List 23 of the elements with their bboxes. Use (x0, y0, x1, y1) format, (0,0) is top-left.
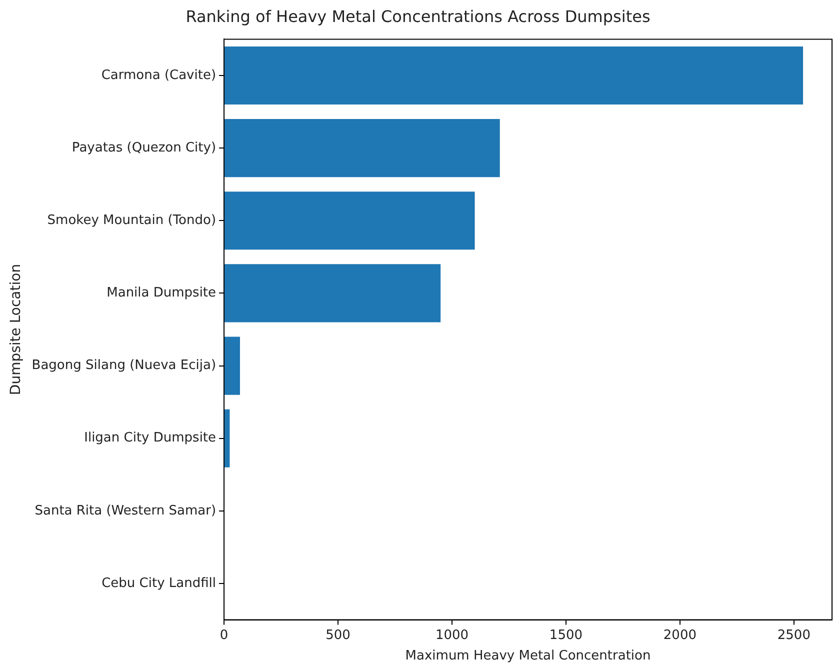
x-tick-label: 2000 (663, 628, 696, 643)
y-tick-label: Smokey Mountain (Tondo) (47, 213, 216, 228)
x-tick-label: 1500 (549, 628, 583, 643)
x-tick-label: 0 (220, 628, 228, 643)
chart-title: Ranking of Heavy Metal Concentrations Across Dumpsites (186, 6, 650, 26)
y-tick-label: Cebu City Landfill (102, 576, 216, 591)
y-tick-label: Carmona (Cavite) (101, 68, 216, 83)
bar (224, 119, 500, 178)
bar (224, 192, 475, 250)
y-tick-label: Manila Dumpsite (106, 286, 216, 301)
y-tick-label: Bagong Silang (Nueva Ecija) (32, 358, 216, 374)
y-tick-label: Santa Rita (Western Samar) (34, 503, 216, 518)
y-axis-title: Dumpsite Location (8, 264, 24, 396)
x-tick-label: 2500 (777, 628, 810, 643)
bar (224, 46, 804, 105)
y-tick-label: Payatas (Quezon City) (72, 140, 216, 156)
x-axis-title: Maximum Heavy Metal Concentration (405, 648, 651, 664)
x-tick-label: 1000 (435, 628, 469, 643)
y-tick-label: Iligan City Dumpsite (84, 430, 216, 446)
bar (224, 264, 441, 322)
bar (224, 409, 230, 468)
bar (224, 336, 240, 395)
x-tick-label: 500 (326, 628, 350, 643)
